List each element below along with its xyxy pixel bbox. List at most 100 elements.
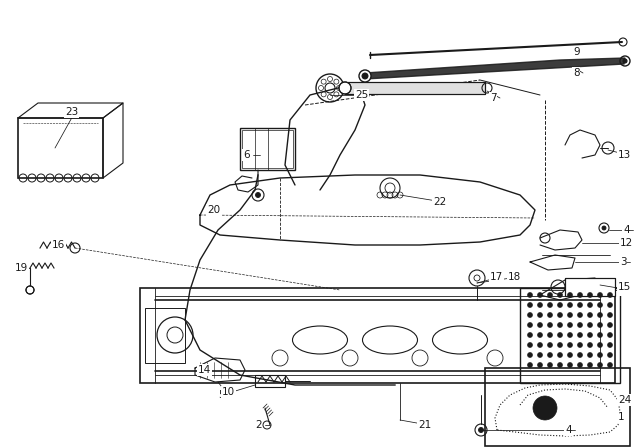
Text: 12: 12 [620,238,633,248]
Circle shape [568,313,573,318]
Circle shape [547,343,552,348]
Circle shape [598,313,602,318]
Text: 5: 5 [218,390,225,400]
Circle shape [607,302,612,307]
Circle shape [359,70,371,82]
Circle shape [607,293,612,297]
Circle shape [255,193,260,198]
Circle shape [557,353,563,358]
Circle shape [588,332,593,337]
Circle shape [557,332,563,337]
Circle shape [607,343,612,348]
Polygon shape [364,58,625,79]
Circle shape [527,332,532,337]
Text: 25: 25 [355,90,368,100]
Circle shape [577,293,582,297]
Circle shape [538,323,543,327]
Text: 14: 14 [198,365,211,375]
Circle shape [598,343,602,348]
Text: 22: 22 [433,197,446,207]
Circle shape [26,286,34,294]
Circle shape [577,353,582,358]
Circle shape [479,427,483,432]
Circle shape [527,302,532,307]
Bar [520,288,620,383]
Text: 21: 21 [418,420,431,430]
Text: 15: 15 [618,282,631,292]
Text: 9: 9 [573,47,580,57]
Circle shape [547,353,552,358]
Circle shape [598,332,602,337]
Text: 6: 6 [243,150,250,160]
Circle shape [568,332,573,337]
Text: 1: 1 [618,412,625,422]
Circle shape [577,362,582,367]
Text: 4: 4 [623,225,630,235]
Circle shape [577,332,582,337]
Circle shape [623,59,627,63]
Circle shape [588,302,593,307]
Circle shape [577,313,582,318]
Circle shape [588,323,593,327]
Circle shape [557,313,563,318]
Text: 18: 18 [508,272,521,282]
Circle shape [598,362,602,367]
Bar [242,130,293,168]
Circle shape [602,226,606,230]
Circle shape [538,353,543,358]
Text: 23: 23 [65,107,78,117]
Circle shape [588,293,593,297]
Circle shape [598,293,602,297]
Bar [345,82,485,94]
Text: 2: 2 [255,420,262,430]
Circle shape [598,302,602,307]
Circle shape [577,343,582,348]
Text: 13: 13 [618,150,631,160]
Circle shape [568,343,573,348]
Circle shape [588,362,593,367]
Circle shape [533,396,557,420]
Text: 7: 7 [490,93,497,103]
Circle shape [339,82,351,94]
Text: 4: 4 [565,425,572,435]
Circle shape [607,362,612,367]
Circle shape [527,323,532,327]
Bar [565,278,615,296]
Circle shape [577,302,582,307]
Circle shape [588,313,593,318]
Circle shape [527,313,532,318]
Circle shape [547,302,552,307]
Circle shape [557,362,563,367]
Circle shape [527,353,532,358]
Circle shape [588,343,593,348]
Circle shape [557,343,563,348]
Bar [140,288,615,383]
Circle shape [598,353,602,358]
Text: 20: 20 [207,205,220,215]
Text: 19: 19 [15,263,28,273]
Circle shape [568,362,573,367]
Circle shape [538,302,543,307]
Text: 11: 11 [620,285,633,295]
Circle shape [538,293,543,297]
Circle shape [362,73,368,79]
Circle shape [538,362,543,367]
Text: 24: 24 [618,395,631,405]
Bar [345,82,485,94]
Circle shape [557,323,563,327]
Circle shape [527,362,532,367]
Text: 17: 17 [490,272,503,282]
Text: 16: 16 [52,240,65,250]
Circle shape [577,323,582,327]
Circle shape [568,323,573,327]
Bar [240,128,295,170]
Circle shape [568,353,573,358]
Circle shape [568,293,573,297]
Text: 8: 8 [573,68,580,78]
Text: 10: 10 [222,387,235,397]
Circle shape [527,293,532,297]
Circle shape [538,343,543,348]
Bar [255,375,285,387]
Circle shape [568,302,573,307]
Bar [565,278,615,296]
